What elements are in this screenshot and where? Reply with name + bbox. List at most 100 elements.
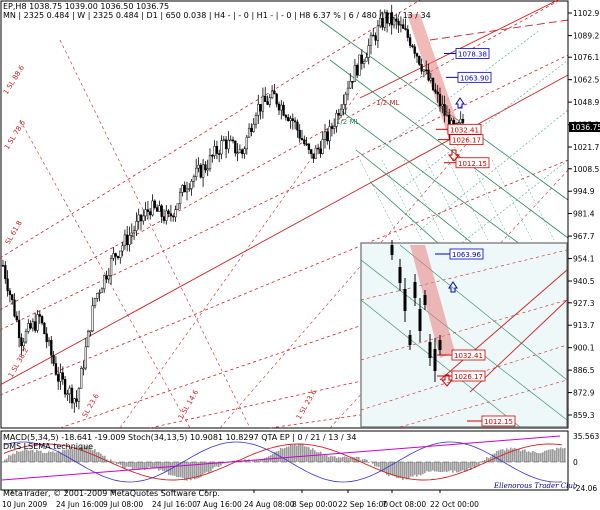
candle-body — [344, 93, 347, 105]
macd-bar — [276, 451, 278, 462]
candle-body — [116, 256, 120, 259]
candle-body — [123, 234, 127, 246]
candle — [98, 289, 101, 302]
channel-grid-line — [359, 159, 401, 241]
candle-body — [231, 139, 235, 142]
macd-bar — [78, 448, 80, 462]
candle — [261, 87, 265, 119]
candle-body — [293, 120, 297, 123]
candle — [73, 397, 76, 413]
candle — [68, 385, 71, 404]
candle — [59, 363, 62, 390]
blue-up-arrow — [455, 97, 465, 109]
time-tick-label: 9 Jul 08:00 — [103, 500, 143, 509]
macd-bar — [46, 452, 48, 462]
candle — [337, 108, 340, 120]
candle — [139, 214, 143, 231]
candle — [220, 135, 223, 160]
macd-bar — [352, 457, 354, 462]
macd-bar — [60, 452, 62, 462]
candle-body — [119, 250, 122, 259]
candle-body — [277, 103, 281, 111]
header-line-1: EP,H8 1038.75 1039.00 1036.50 1036.75 — [3, 2, 169, 11]
candle — [436, 84, 439, 103]
candle — [236, 143, 239, 162]
candle-body — [107, 275, 110, 280]
candle-body — [323, 131, 327, 140]
price-tick-label: 886.5 — [573, 366, 595, 375]
candle-body — [236, 152, 239, 154]
candle-body — [70, 387, 74, 404]
candle — [61, 366, 64, 385]
macd-bar — [254, 460, 256, 462]
macd-bar — [72, 449, 74, 462]
candle — [282, 101, 285, 117]
macd-bar — [308, 447, 310, 462]
macd-bar — [552, 449, 554, 462]
candle-body — [379, 18, 382, 27]
macd-bar — [522, 449, 524, 462]
candle — [43, 322, 46, 335]
channel-line — [329, 59, 569, 239]
macd-bar — [118, 462, 120, 465]
macd-bar — [12, 453, 14, 462]
candle — [107, 268, 110, 284]
candle — [109, 254, 113, 285]
candle — [264, 87, 267, 102]
candle-body — [369, 34, 373, 46]
macd-bar — [210, 462, 212, 472]
macd-bar — [4, 459, 6, 462]
macd-bar — [34, 452, 36, 462]
indicator-tick-label: -24.06 — [573, 484, 597, 493]
signature-text: Ellenorous Trader Club — [493, 482, 578, 490]
candle — [201, 158, 205, 187]
inset-candle — [423, 290, 427, 310]
candle — [82, 360, 85, 376]
candle-body — [273, 90, 276, 95]
candle-body — [34, 321, 37, 331]
candle-body — [59, 372, 62, 382]
candle — [165, 205, 168, 225]
macd-bar — [516, 448, 518, 462]
macd-bar — [88, 447, 90, 462]
candle — [259, 104, 262, 120]
candle — [13, 293, 16, 318]
inset-fan-lines — [360, 244, 568, 428]
macd-bar — [64, 449, 66, 462]
candle — [270, 85, 274, 100]
candle — [408, 33, 412, 49]
candle-body — [169, 213, 173, 217]
candle-body — [383, 12, 386, 28]
candle — [296, 119, 299, 138]
candle-body — [282, 104, 285, 116]
candle-body — [328, 126, 331, 142]
macd-bar — [538, 453, 540, 462]
candle — [93, 297, 97, 309]
macd-bar — [274, 451, 276, 462]
candle-body — [312, 153, 315, 159]
macd-bar — [388, 462, 390, 476]
candle — [273, 84, 276, 95]
candle — [15, 311, 18, 322]
macd-bar — [8, 455, 10, 462]
macd-bar — [376, 462, 378, 467]
candle-body — [356, 65, 359, 76]
price-tick-label: 859.3 — [573, 411, 595, 420]
macd-bar — [168, 462, 170, 476]
candle — [34, 312, 37, 333]
macd-bar — [536, 452, 538, 462]
macd-bar — [348, 457, 350, 462]
candle — [176, 203, 179, 211]
candle — [379, 9, 382, 29]
candle — [431, 77, 435, 92]
candle-body — [183, 185, 186, 193]
macd-bar — [488, 457, 490, 462]
candle — [438, 87, 442, 112]
channel-grid-line — [381, 159, 423, 241]
inset-frame — [360, 242, 568, 428]
candlestick-series — [1, 4, 465, 413]
candle-body — [103, 275, 106, 290]
inset-candle-body — [413, 282, 417, 298]
candle-body — [135, 221, 138, 231]
candle-body — [112, 253, 115, 259]
